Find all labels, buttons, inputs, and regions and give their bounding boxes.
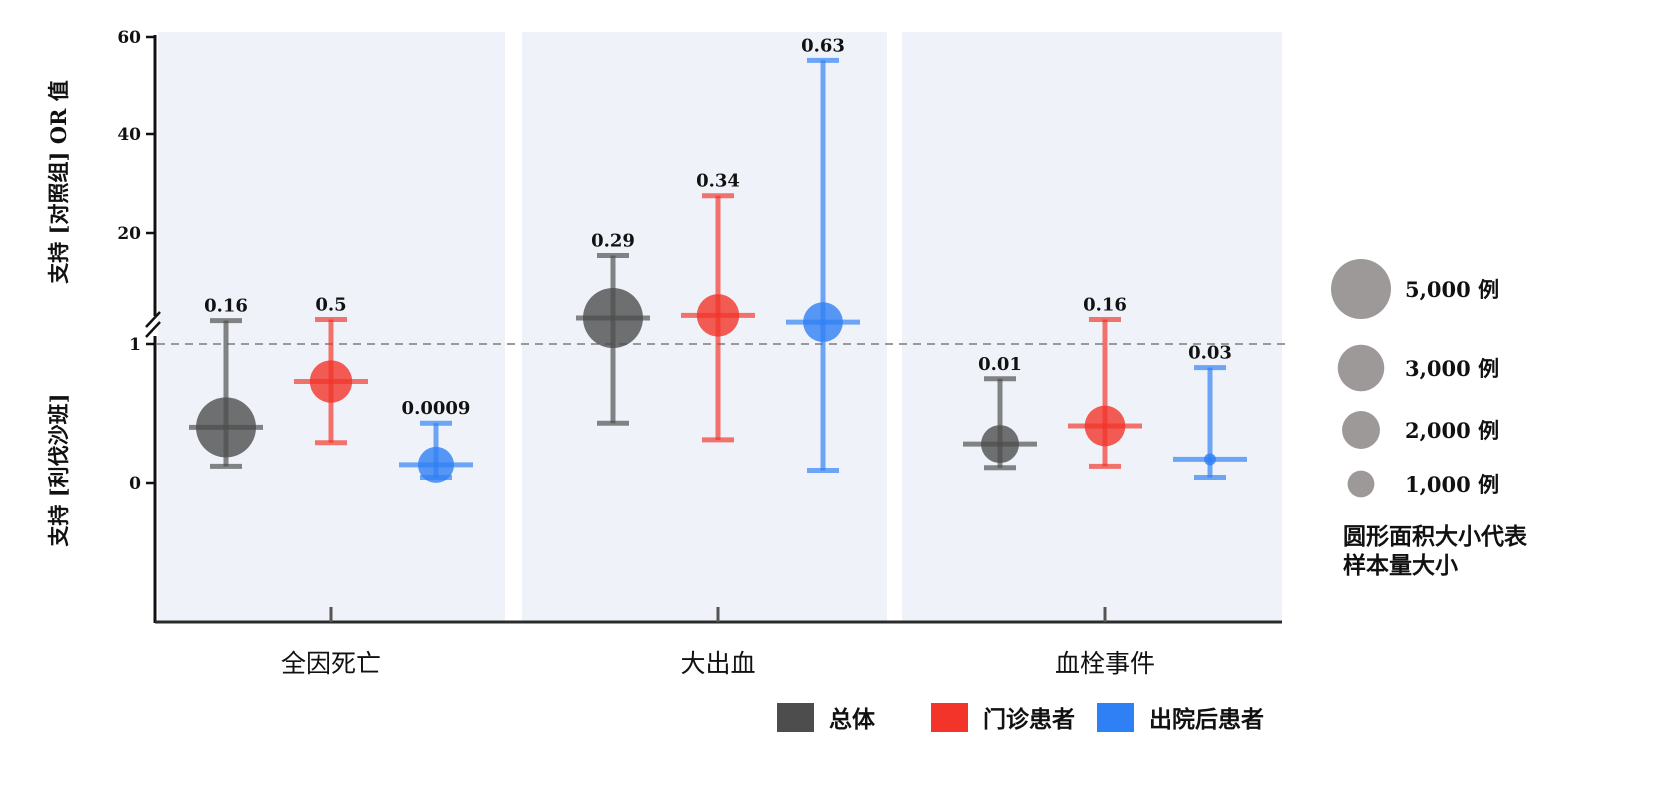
y-tick-label: 1	[129, 335, 141, 355]
data-marks: 0.16 0.29 0.01 0.5 0.34 0.16 0.0009 0.63 0.03	[189, 35, 1247, 483]
y-axis-title-lower: 支持 [利伐沙班]	[46, 393, 71, 546]
p-value-label: 0.63	[801, 35, 845, 56]
size-legend-bubble	[1331, 259, 1391, 319]
p-value-label: 0.5	[315, 295, 346, 316]
legend-swatch	[777, 703, 814, 732]
p-value-label: 0.03	[1188, 343, 1232, 364]
legend-label: 出院后患者	[1149, 706, 1264, 733]
y-axis-title-upper: 支持 [对照组] OR 值	[46, 80, 71, 284]
color-legend: 总体 门诊患者 出院后患者	[777, 703, 1264, 733]
y-tick-label: 20	[117, 224, 141, 244]
axis-break-mark-1	[145, 311, 161, 328]
y-tick-label: 40	[117, 125, 141, 145]
legend-swatch	[1097, 703, 1134, 732]
size-legend-bubble	[1347, 470, 1375, 498]
size-legend-bubble	[1342, 411, 1380, 449]
legend-label: 门诊患者	[983, 706, 1075, 733]
category-panel-3	[902, 32, 1282, 622]
size-legend-label: 1,000 例	[1405, 472, 1499, 497]
x-category-label: 全因死亡	[281, 649, 381, 678]
axis-break-mark-2	[145, 321, 161, 338]
x-category-label: 大出血	[680, 649, 755, 678]
legend-label: 总体	[829, 706, 876, 733]
size-legend-label: 3,000 例	[1405, 356, 1499, 381]
axes: 60 40 20 1 0 支持 [对照组] OR 值支持 [利伐沙班] 全因死亡 大出血 血栓事…	[46, 28, 1282, 678]
p-value-label: 0.01	[978, 354, 1022, 375]
size-legend-note-line-2: 样本量大小	[1343, 552, 1458, 579]
size-legend-label: 2,000 例	[1405, 418, 1499, 443]
legend-swatch	[931, 703, 968, 732]
size-legend: 5,000 例 3,000 例 2,000 例 1,000 例圆形面积大小代表样本量大…	[1331, 259, 1528, 579]
p-value-label: 0.16	[204, 296, 248, 317]
y-tick-label: 0	[129, 474, 141, 494]
size-legend-bubble	[1337, 344, 1385, 392]
p-value-label: 0.16	[1083, 295, 1127, 316]
p-value-label: 0.29	[591, 231, 635, 252]
p-value-label: 0.34	[696, 171, 740, 192]
y-tick-label: 60	[117, 28, 141, 48]
x-category-label: 血栓事件	[1055, 649, 1155, 678]
size-legend-note-line-1: 圆形面积大小代表	[1343, 524, 1528, 550]
p-value-label: 0.0009	[402, 398, 471, 419]
size-legend-label: 5,000 例	[1405, 277, 1499, 302]
